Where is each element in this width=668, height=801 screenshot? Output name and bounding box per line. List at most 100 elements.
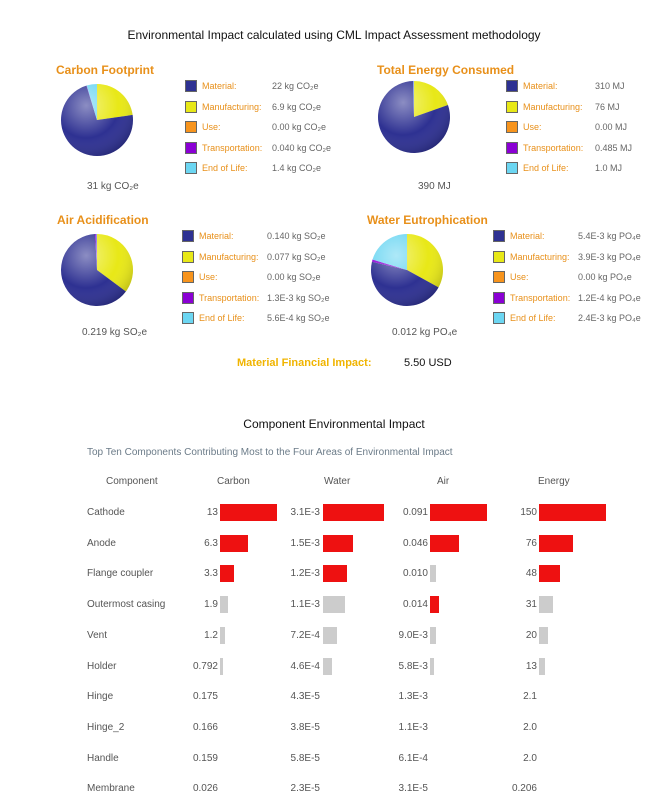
component-name: Flange coupler — [87, 568, 154, 580]
total-carbon: 31 kg CO₂e — [87, 181, 139, 192]
legend-label-transportation: Transportation: — [202, 142, 263, 153]
value-carbon: 1.2 — [204, 629, 218, 641]
legend-value-transportation: 0.040 kg CO₂e — [272, 142, 332, 153]
legend-swatch-end-of-life — [506, 162, 518, 174]
column-header-component: Component — [106, 476, 158, 487]
value-carbon: 0.792 — [192, 660, 218, 672]
bar-energy — [539, 504, 606, 521]
legend-swatch-manufacturing — [506, 100, 518, 113]
value-energy: 13 — [525, 660, 537, 672]
legend-value-end-of-life: 1.4 kg CO₂e — [272, 163, 322, 173]
legend-swatch-transportation — [182, 291, 194, 304]
value-carbon: 0.175 — [192, 691, 218, 703]
legend-label-manufacturing: Manufacturing: — [202, 101, 262, 112]
value-water: 1.2E-3 — [290, 568, 320, 580]
legend-value-use: 0.00 kg PO₄e — [578, 272, 632, 282]
value-air: 5.8E-3 — [398, 660, 428, 672]
legend-label-material: Material: — [523, 81, 558, 91]
component-name: Membrane — [87, 783, 135, 795]
value-air: 0.091 — [402, 507, 428, 518]
value-water: 5.8E-5 — [290, 752, 320, 764]
legend-label-end-of-life: End of Life: — [510, 313, 556, 323]
legend-value-manufacturing: 3.9E-3 kg PO₄e — [578, 251, 641, 262]
legend-label-manufacturing: Manufacturing: — [510, 251, 570, 262]
bar-carbon — [220, 565, 234, 583]
legend-swatch-end-of-life — [493, 312, 505, 324]
total-energy: 390 MJ — [418, 181, 451, 192]
legend-swatch-use — [185, 121, 197, 133]
value-air: 6.1E-4 — [398, 752, 428, 764]
value-air: 1.1E-3 — [398, 721, 428, 733]
legend-swatch-end-of-life — [185, 162, 197, 174]
value-carbon: 3.3 — [204, 568, 218, 580]
value-energy: 20 — [525, 629, 537, 641]
legend-label-transportation: Transportation: — [523, 142, 584, 153]
legend-swatch-material — [493, 230, 505, 242]
legend-value-material: 5.4E-3 kg PO₄e — [578, 231, 641, 241]
legend-value-manufacturing: 0.077 kg SO₂e — [267, 251, 326, 262]
legend-energy: Material: 310 MJ Manufacturing: 76 MJ Use: 0.… — [506, 80, 656, 184]
component-name: Hinge — [87, 691, 114, 703]
value-air: 0.010 — [402, 568, 428, 580]
bar-carbon — [220, 657, 223, 675]
component-name: Outermost casing — [87, 599, 166, 611]
column-header-water: Water — [324, 476, 351, 487]
legend-label-manufacturing: Manufacturing: — [199, 251, 259, 262]
pie-chart-air — [60, 234, 133, 306]
bar-water — [323, 596, 345, 614]
bar-water — [323, 626, 337, 644]
legend-swatch-transportation — [506, 141, 518, 154]
legend-label-end-of-life: End of Life: — [199, 313, 245, 323]
legend-label-transportation: Transportation: — [199, 292, 260, 303]
column-header-air: Air — [437, 476, 450, 487]
legend-value-material: 22 kg CO₂e — [272, 81, 319, 91]
bar-air — [430, 626, 436, 644]
component-name: Anode — [87, 537, 116, 549]
bar-air — [430, 534, 459, 552]
legend-value-transportation: 1.2E-4 kg PO₄e — [578, 292, 641, 303]
legend-swatch-material — [506, 80, 518, 92]
column-header-carbon: Carbon — [217, 476, 250, 487]
bar-energy — [539, 657, 545, 675]
value-energy: 150 — [520, 507, 537, 518]
value-energy: 2.1 — [523, 691, 537, 703]
legend-air: Material: 0.140 kg SO₂e Manufacturing: 0.07… — [182, 230, 342, 334]
value-energy: 2.0 — [523, 721, 537, 733]
legend-value-material: 0.140 kg SO₂e — [267, 231, 326, 241]
legend-swatch-transportation — [493, 291, 505, 304]
value-energy: 2.0 — [523, 752, 537, 764]
legend-label-use: Use: — [523, 122, 542, 132]
pie-chart-carbon — [61, 84, 133, 156]
value-water: 1.5E-3 — [290, 537, 320, 549]
bar-carbon — [220, 504, 277, 521]
value-energy: 48 — [525, 568, 537, 580]
value-air: 9.0E-3 — [398, 629, 428, 641]
legend-value-manufacturing: 6.9 kg CO₂e — [272, 101, 322, 112]
legend-label-end-of-life: End of Life: — [523, 163, 569, 173]
bar-carbon — [220, 534, 248, 552]
legend-swatch-use — [506, 121, 518, 133]
legend-value-end-of-life: 1.0 MJ — [595, 163, 623, 173]
component-name: Holder — [87, 660, 117, 672]
component-section-title: Component Environmental Impact — [243, 417, 425, 431]
page-title: Environmental Impact calculated using CM… — [127, 28, 541, 42]
bar-air — [430, 565, 436, 583]
legend-label-end-of-life: End of Life: — [202, 163, 248, 173]
legend-swatch-manufacturing — [493, 250, 505, 263]
bar-energy — [539, 626, 548, 644]
pie-gloss — [371, 234, 443, 306]
bar-energy — [539, 596, 553, 614]
legend-label-use: Use: — [202, 122, 221, 132]
bar-carbon — [220, 596, 228, 614]
bar-air — [430, 657, 434, 675]
bar-air — [430, 504, 487, 521]
legend-value-end-of-life: 5.6E-4 kg SO₂e — [267, 313, 330, 323]
bar-carbon — [220, 626, 225, 644]
value-water: 3.8E-5 — [290, 721, 320, 733]
legend-label-use: Use: — [199, 272, 218, 282]
value-water: 2.3E-5 — [290, 783, 320, 795]
value-water: 7.2E-4 — [290, 629, 320, 641]
legend-value-use: 0.00 kg CO₂e — [272, 122, 327, 132]
bar-energy — [539, 565, 560, 583]
pie-gloss — [378, 81, 450, 153]
